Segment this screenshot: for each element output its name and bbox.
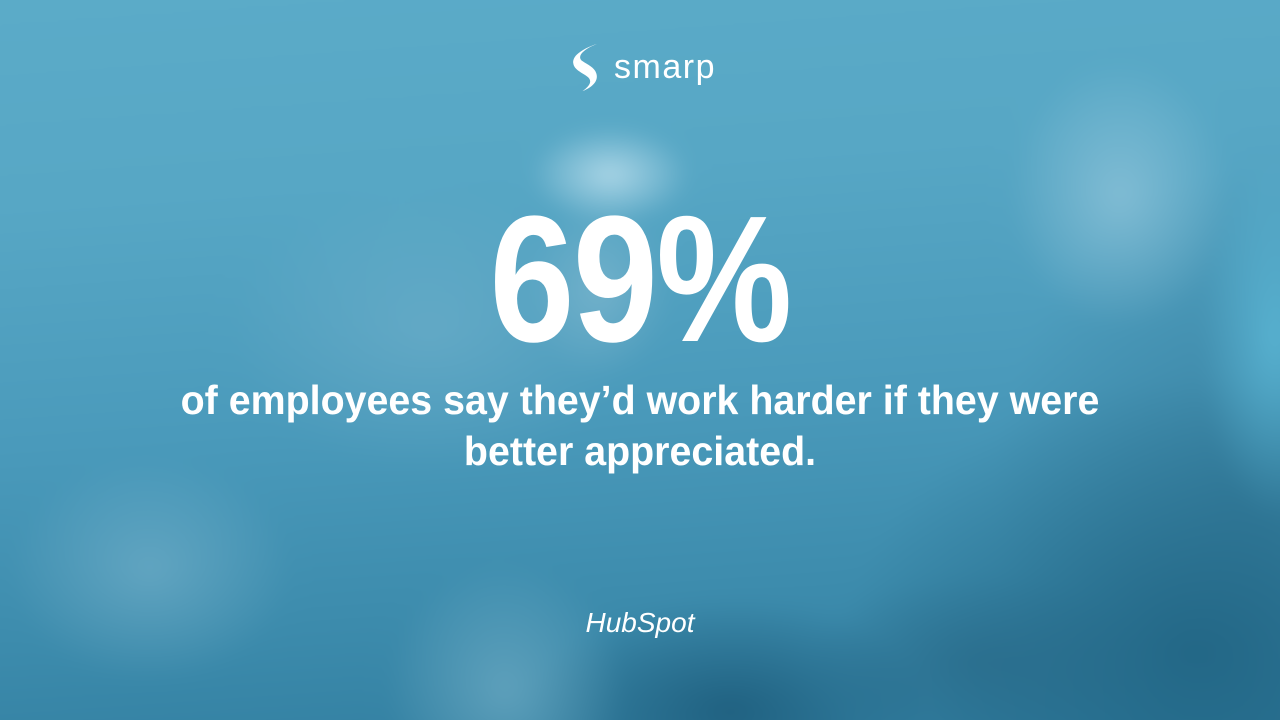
quote-line-2: better appreciated. [463, 428, 817, 474]
quote-line-1: of employees say they’d work harder if t… [180, 377, 1100, 423]
brand-name: smarp [614, 48, 716, 86]
smarp-swoosh-icon [564, 42, 601, 93]
statistic-value: 69% [489, 179, 792, 380]
source-attribution: HubSpot [585, 607, 695, 638]
quote-text: of employees say they’d work harder if t… [26, 375, 1255, 477]
brand-logo: smarp [0, 42, 1280, 93]
